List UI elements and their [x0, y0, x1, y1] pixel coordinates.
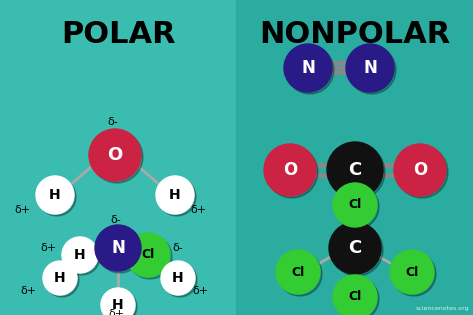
Circle shape — [333, 183, 377, 227]
Circle shape — [331, 224, 383, 276]
Text: C: C — [349, 161, 362, 179]
Circle shape — [161, 261, 195, 295]
Circle shape — [329, 144, 385, 200]
Circle shape — [394, 144, 446, 196]
Circle shape — [101, 288, 135, 315]
Text: δ-: δ- — [108, 117, 118, 127]
Circle shape — [97, 227, 143, 273]
Circle shape — [156, 176, 194, 214]
Text: Cl: Cl — [349, 290, 362, 303]
Circle shape — [45, 263, 79, 297]
Circle shape — [346, 44, 394, 92]
Circle shape — [286, 46, 334, 94]
Circle shape — [266, 146, 318, 198]
Circle shape — [278, 252, 322, 296]
Text: Cl: Cl — [405, 266, 419, 278]
Text: H: H — [112, 298, 124, 312]
Bar — [0, 0, 236, 315]
Circle shape — [64, 239, 100, 275]
Circle shape — [128, 235, 172, 279]
Circle shape — [38, 178, 76, 216]
Circle shape — [103, 290, 137, 315]
Circle shape — [335, 185, 379, 229]
Text: sciencenotes.org: sciencenotes.org — [415, 306, 469, 311]
Text: O: O — [283, 161, 297, 179]
Circle shape — [36, 176, 74, 214]
Text: H: H — [49, 188, 61, 202]
Text: H: H — [54, 271, 66, 285]
Circle shape — [396, 146, 448, 198]
Circle shape — [333, 275, 377, 315]
Circle shape — [163, 263, 197, 297]
Text: δ+: δ+ — [192, 286, 208, 296]
Text: POLAR: POLAR — [61, 20, 175, 49]
Circle shape — [62, 237, 98, 273]
Text: H: H — [169, 188, 181, 202]
Text: δ+: δ+ — [190, 205, 206, 215]
Text: O: O — [107, 146, 123, 164]
Text: H: H — [74, 248, 86, 262]
Circle shape — [348, 46, 396, 94]
Circle shape — [329, 222, 381, 274]
Text: N: N — [301, 59, 315, 77]
Circle shape — [89, 129, 141, 181]
Text: N: N — [363, 59, 377, 77]
Circle shape — [392, 252, 436, 296]
Circle shape — [390, 250, 434, 294]
Text: C: C — [349, 239, 362, 257]
Text: Cl: Cl — [349, 198, 362, 211]
Circle shape — [327, 142, 383, 198]
Circle shape — [91, 131, 143, 183]
Text: H: H — [172, 271, 184, 285]
Text: O: O — [413, 161, 427, 179]
Text: Cl: Cl — [291, 266, 305, 278]
Circle shape — [276, 250, 320, 294]
Bar — [236, 0, 472, 315]
Circle shape — [335, 277, 379, 315]
Text: δ+: δ+ — [40, 243, 56, 253]
Text: δ+: δ+ — [20, 286, 36, 296]
Circle shape — [264, 144, 316, 196]
Text: δ+: δ+ — [108, 309, 124, 315]
Circle shape — [43, 261, 77, 295]
Text: N: N — [111, 239, 125, 257]
Text: δ+: δ+ — [14, 205, 30, 215]
Text: δ-: δ- — [173, 243, 184, 253]
Text: δ-: δ- — [111, 215, 122, 225]
Circle shape — [284, 44, 332, 92]
Circle shape — [95, 225, 141, 271]
Text: NONPOLAR: NONPOLAR — [259, 20, 450, 49]
Circle shape — [158, 178, 196, 216]
Text: Cl: Cl — [141, 249, 155, 261]
Circle shape — [126, 233, 170, 277]
